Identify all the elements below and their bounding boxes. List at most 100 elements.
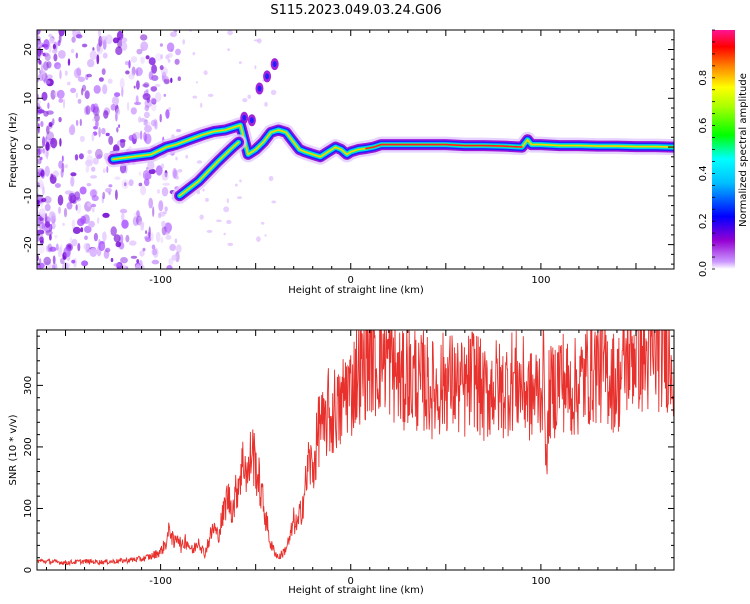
heatmap-speckle (136, 259, 140, 264)
heatmap-speckle (44, 53, 51, 62)
spectral-ridge-peak (365, 143, 523, 150)
heatmap-speckle (81, 260, 89, 267)
heatmap-speckle (150, 97, 156, 103)
heatmap-speckle (138, 116, 142, 123)
heatmap-speckle (44, 165, 50, 177)
heatmap-speckle (102, 231, 107, 242)
heatmap-speckle (121, 212, 125, 222)
heatmap-speckle (85, 105, 91, 115)
heatmap-speckle (136, 48, 143, 55)
heatmap-speckle (37, 100, 42, 104)
heatmap-speckle (148, 197, 153, 209)
heatmap-speckle (81, 43, 88, 48)
heatmap-speckle (90, 103, 96, 113)
heatmap-speckle (171, 254, 177, 261)
heatmap-speckle (126, 101, 130, 111)
spectrogram-frame (36, 29, 675, 270)
heatmap-speckle (58, 160, 63, 169)
heatmap-speckle (112, 37, 119, 44)
heatmap-speckle (79, 135, 85, 143)
heatmap-speckle (37, 200, 40, 209)
heatmap-speckle (159, 43, 163, 47)
heatmap-speckle (62, 222, 65, 226)
heatmap-speckle (86, 155, 94, 164)
heatmap-speckle (96, 154, 103, 159)
heatmap-speckle (176, 244, 182, 254)
heatmap-speckle (119, 37, 128, 43)
heatmap-speckle (154, 119, 158, 130)
heatmap-speckle (110, 104, 116, 111)
heatmap-speckle (113, 234, 121, 243)
heatmap-speckle (164, 75, 169, 80)
heatmap-speckle (84, 235, 88, 241)
heatmap-speckle (67, 58, 71, 66)
heatmap-speckle (192, 95, 198, 99)
heatmap-speckle (56, 64, 61, 71)
heatmap-speckle (68, 192, 76, 204)
heatmap-speckle (226, 198, 229, 204)
heatmap-speckle (170, 77, 173, 84)
heatmap-speckle (60, 168, 64, 178)
heatmap-speckle (270, 89, 277, 96)
heatmap-speckle (43, 61, 49, 71)
heatmap-speckle (77, 98, 82, 104)
heatmap-speckle (161, 186, 169, 197)
heatmap-speckle (100, 35, 108, 42)
heatmap-speckle (37, 41, 43, 46)
heatmap-speckle (162, 182, 171, 186)
heatmap-speckle (205, 197, 209, 202)
heatmap-speckle (175, 156, 178, 161)
heatmap-speckle (114, 176, 121, 180)
heatmap-speckle (70, 172, 77, 177)
heatmap-speckle (102, 168, 106, 173)
heatmap-speckle (207, 93, 214, 97)
heatmap-speckle (105, 247, 111, 253)
heatmap-speckle (135, 264, 142, 269)
heatmap-speckle (84, 225, 92, 233)
spectrogram-xlabel: Height of straight line (km) (288, 285, 424, 296)
heatmap-speckle (202, 188, 205, 192)
heatmap-speckle (138, 171, 142, 176)
heatmap-speckle (88, 220, 95, 228)
heatmap-speckle (145, 230, 148, 235)
spectral-blob-core (249, 117, 254, 124)
heatmap-speckle (72, 30, 77, 38)
heatmap-speckle (257, 38, 262, 44)
heatmap-speckle (42, 186, 45, 196)
heatmap-speckle (142, 93, 151, 101)
heatmap-speckle (148, 57, 156, 66)
heatmap-speckle (37, 229, 45, 235)
heatmap-speckle (62, 98, 66, 109)
y-tick-label: -10 (23, 188, 34, 204)
colorbar-gradient (712, 30, 735, 269)
heatmap-speckle (142, 169, 151, 181)
heatmap-speckle (58, 34, 62, 43)
heatmap-speckle (242, 98, 248, 103)
heatmap-speckle (92, 117, 96, 122)
heatmap-speckle (143, 121, 151, 127)
heatmap-speckle (89, 50, 97, 60)
y-tick-label: 0 (23, 144, 34, 150)
heatmap-speckle (132, 131, 141, 140)
heatmap-speckle (56, 89, 65, 99)
heatmap-speckle (144, 98, 152, 108)
heatmap-speckle (98, 127, 101, 138)
heatmap-speckle (115, 46, 123, 56)
heatmap-speckle (58, 116, 62, 123)
heatmap-speckle (66, 81, 71, 86)
heatmap-speckle (121, 86, 124, 98)
heatmap-speckle (114, 92, 121, 97)
heatmap-speckle (79, 118, 82, 127)
heatmap-speckle (140, 56, 145, 64)
heatmap-speckle (167, 58, 171, 63)
heatmap-speckle (101, 196, 104, 204)
heatmap-speckle (101, 127, 106, 135)
heatmap-speckle (58, 30, 65, 37)
heatmap-speckle (102, 191, 106, 200)
heatmap-speckle (89, 247, 98, 257)
heatmap-speckle (63, 207, 68, 218)
heatmap-speckle (93, 157, 99, 165)
heatmap-speckle (203, 70, 208, 75)
heatmap-speckle (165, 54, 170, 60)
